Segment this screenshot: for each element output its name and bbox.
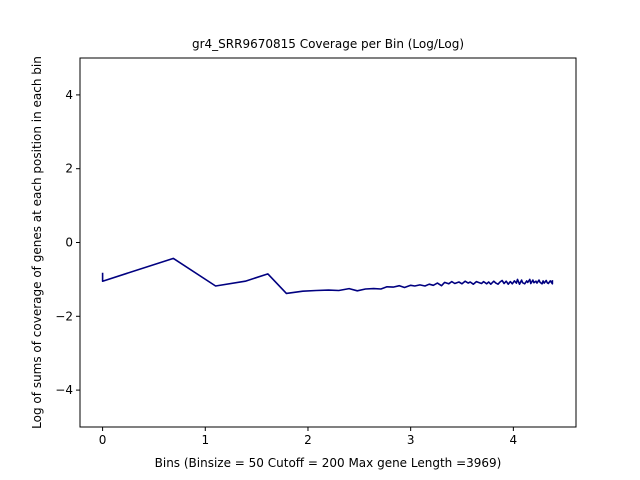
- x-tick-label: 0: [99, 433, 107, 447]
- x-tick-label: 4: [510, 433, 518, 447]
- axes-frame: [79, 57, 577, 428]
- y-tick-label: 2: [65, 162, 73, 176]
- x-tick-label: 1: [201, 433, 209, 447]
- y-axis-ticks: −4 −2 0 2 4: [55, 88, 80, 397]
- x-tick-label: 2: [304, 433, 312, 447]
- plot-area: [101, 257, 554, 295]
- x-tick-label: 3: [407, 433, 415, 447]
- chart-title: gr4_SRR9670815 Coverage per Bin (Log/Log…: [192, 37, 464, 51]
- x-axis-label: Bins (Binsize = 50 Cutoff = 200 Max gene…: [155, 456, 502, 470]
- y-tick-label: 0: [65, 236, 73, 250]
- y-axis-label: Log of sums of coverage of genes at each…: [30, 56, 44, 429]
- y-tick-label: 4: [65, 88, 73, 102]
- x-axis-ticks: 0 1 2 3 4: [99, 427, 517, 447]
- coverage-series-line: [101, 257, 554, 295]
- y-tick-label: −2: [55, 309, 73, 323]
- y-tick-label: −4: [55, 383, 73, 397]
